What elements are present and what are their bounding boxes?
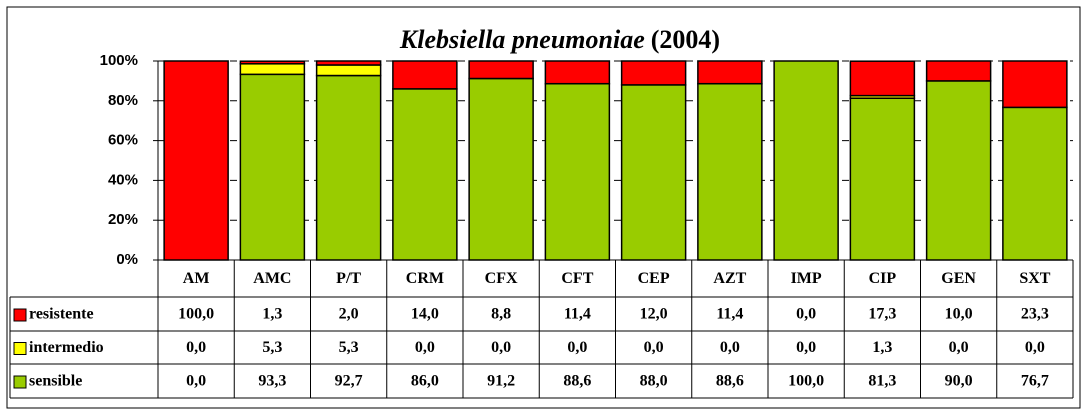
data-label: 5,3 (339, 339, 359, 356)
x-tick-label: CFX (485, 270, 518, 287)
data-label: 92,7 (335, 373, 363, 390)
bar-segment (239, 60, 306, 65)
x-tick-label: AMC (253, 270, 291, 287)
bar-segment (925, 60, 992, 82)
data-label: 0,0 (949, 339, 969, 356)
x-tick-label: AM (183, 270, 210, 287)
data-label: 0,0 (720, 339, 740, 356)
legend-label: intermedio (29, 339, 104, 356)
bar-segment (468, 77, 534, 261)
title-organism: Klebsiella pneumoniae (399, 25, 645, 54)
x-tick-label: CIP (869, 270, 897, 287)
bar-segment (392, 60, 458, 90)
data-label: 100,0 (788, 373, 824, 390)
x-tick-label: CEP (638, 270, 670, 287)
bar-segment (544, 60, 611, 85)
bar-segment (315, 74, 382, 261)
data-label: 2,0 (339, 306, 359, 323)
data-label: 0,0 (1025, 339, 1045, 356)
y-tick-label: 100% (100, 52, 138, 69)
legend-swatch (13, 308, 27, 322)
bar-segment (849, 97, 916, 261)
x-tick-label: SXT (1019, 270, 1050, 287)
data-label: 90,0 (945, 373, 973, 390)
title-year: (2004) (651, 25, 720, 54)
bar-segment (392, 88, 458, 261)
data-label: 12,0 (640, 306, 668, 323)
bar-segment (239, 73, 306, 261)
data-label: 11,4 (716, 306, 743, 323)
data-label: 93,3 (258, 373, 286, 390)
data-label: 88,6 (716, 373, 744, 390)
bar-segment (315, 60, 382, 66)
chart-title: Klebsiella pneumoniae (2004) (399, 25, 720, 54)
data-label: 88,0 (640, 373, 668, 390)
x-tick-label: AZT (713, 270, 746, 287)
y-tick-label: 40% (108, 171, 138, 188)
legend-label: resistente (29, 306, 94, 323)
data-label: 0,0 (644, 339, 664, 356)
data-label: 11,4 (564, 306, 591, 323)
y-tick-label: 20% (108, 211, 138, 228)
bar-segment (1002, 106, 1068, 261)
bar-segment (1002, 60, 1068, 109)
bar-segment (925, 80, 992, 261)
bar-segment (697, 82, 763, 261)
legend-label: sensible (29, 373, 82, 390)
bar-segment (773, 60, 839, 261)
data-label: 1,3 (872, 339, 892, 356)
bar-segment (315, 64, 382, 77)
legend-swatch (13, 342, 27, 355)
data-label: 17,3 (868, 306, 896, 323)
x-tick-label: CRM (406, 270, 444, 287)
bar-segment (849, 60, 916, 97)
x-tick-label: P/T (336, 270, 361, 287)
x-tick-label: CFT (561, 270, 593, 287)
bar-segment (544, 82, 611, 261)
bar-segment (620, 60, 687, 86)
x-tick-label: IMP (791, 270, 822, 287)
bar-segment (239, 63, 306, 76)
data-label: 0,0 (415, 339, 435, 356)
data-label: 91,2 (487, 373, 515, 390)
y-tick-label: 60% (108, 132, 138, 149)
data-label: 5,3 (262, 339, 282, 356)
data-label: 81,3 (868, 373, 896, 390)
data-label: 1,3 (262, 306, 282, 323)
data-label: 86,0 (411, 373, 439, 390)
data-label: 0,0 (796, 339, 816, 356)
data-label: 14,0 (411, 306, 439, 323)
data-label: 23,3 (1021, 306, 1049, 323)
data-label: 88,6 (563, 373, 591, 390)
x-tick-label: GEN (941, 270, 976, 287)
bar-segment (163, 60, 229, 261)
data-label: 0,0 (567, 339, 587, 356)
data-label: 8,8 (491, 306, 511, 323)
legend-swatch (13, 375, 27, 389)
data-label: 0,0 (186, 339, 206, 356)
bar-segment (697, 60, 763, 85)
bar-segment (620, 84, 687, 261)
data-label: 10,0 (945, 306, 973, 323)
data-label: 100,0 (178, 306, 214, 323)
y-tick-label: 80% (108, 92, 138, 109)
data-label: 0,0 (491, 339, 511, 356)
bar-segment (468, 60, 534, 80)
data-label: 0,0 (186, 373, 206, 390)
y-tick-label: 0% (116, 251, 138, 268)
data-label: 76,7 (1021, 373, 1049, 390)
data-label: 0,0 (796, 306, 816, 323)
